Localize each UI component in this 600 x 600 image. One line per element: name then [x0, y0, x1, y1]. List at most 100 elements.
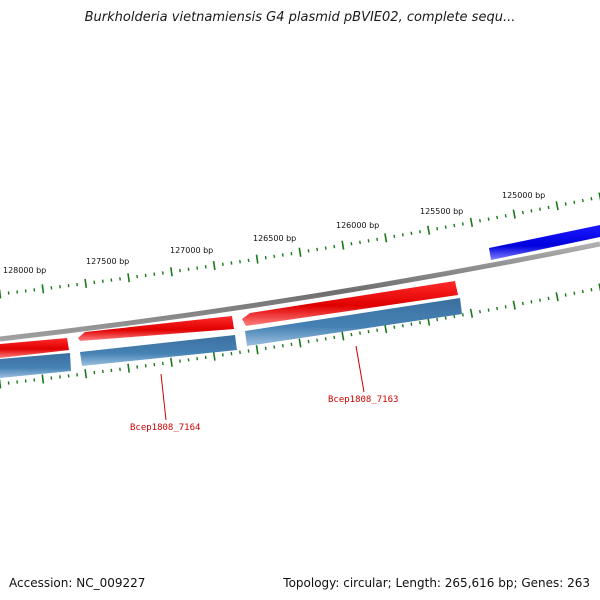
outer-ruler-major-tick [341, 240, 345, 250]
outer-ruler-minor-tick [419, 230, 421, 234]
outer-ruler-major-tick [84, 278, 88, 289]
outer-ruler-minor-tick [324, 246, 327, 250]
ruler-label-125500: 125500 bp [420, 207, 463, 216]
outer-ruler-minor-tick [247, 258, 250, 263]
inner-ruler-major-tick [298, 338, 302, 348]
outer-ruler-minor-tick [367, 239, 370, 243]
outer-ruler-minor-tick [444, 225, 447, 229]
inner-ruler-minor-tick [187, 358, 190, 362]
inner-ruler-minor-tick [230, 351, 233, 356]
inner-ruler-minor-tick [196, 356, 199, 361]
outer-ruler-minor-tick [359, 240, 361, 245]
inner-ruler-minor-tick [221, 353, 224, 357]
outer-ruler-minor-tick [496, 215, 499, 220]
inner-ruler-minor-tick [487, 308, 490, 312]
inner-ruler-minor-tick [393, 325, 396, 329]
ruler-label-127500: 127500 bp [86, 257, 129, 266]
gene-label-bcep1808-7164[interactable]: Bcep1808_7164 [130, 423, 200, 433]
outer-ruler-major-tick [0, 289, 2, 299]
outer-ruler-minor-tick [230, 261, 233, 265]
inner-ruler-minor-tick [590, 288, 593, 292]
gene-reverse-bcep1808-7164[interactable] [80, 335, 237, 366]
inner-ruler-major-tick [0, 379, 2, 389]
outer-ruler-major-tick [384, 233, 388, 243]
outer-ruler-minor-tick [316, 247, 319, 252]
gene-forward-bcep1808-7163[interactable] [242, 281, 458, 326]
inner-ruler-minor-tick [444, 316, 447, 320]
inner-ruler-minor-tick [581, 289, 584, 294]
outer-ruler-minor-tick [487, 217, 490, 221]
outer-ruler-major-tick [212, 260, 216, 271]
gene-reverse-bcep1808-7163[interactable] [245, 298, 462, 346]
outer-ruler-minor-tick [573, 200, 576, 204]
inner-ruler-minor-tick [436, 317, 439, 322]
outer-ruler-minor-tick [376, 237, 379, 242]
outer-ruler-minor-tick [564, 202, 567, 206]
inner-ruler-minor-tick [316, 338, 319, 342]
inner-ruler-major-tick [469, 308, 474, 318]
inner-ruler-minor-tick [281, 343, 284, 348]
gene-forward-left-edge[interactable] [0, 338, 69, 358]
outer-ruler-minor-tick [264, 255, 267, 260]
outer-ruler-major-tick [555, 201, 559, 211]
inner-ruler-minor-tick [539, 298, 541, 302]
inner-ruler-major-tick [555, 292, 559, 302]
inner-ruler-major-tick [212, 351, 216, 361]
outer-ruler-minor-tick [539, 207, 541, 211]
outer-ruler-minor-tick [221, 262, 224, 267]
inner-ruler-minor-tick [324, 337, 327, 341]
outer-ruler-minor-tick [401, 233, 404, 237]
outer-ruler-minor-tick [410, 231, 413, 236]
inner-ruler-major-tick [598, 283, 600, 292]
map-title: Burkholderia vietnamiensis G4 plasmid pB… [84, 10, 516, 25]
inner-ruler-minor-tick [453, 314, 456, 319]
inner-ruler-minor-tick [461, 313, 464, 317]
outer-ruler-minor-tick [461, 222, 464, 226]
outer-ruler-minor-tick [436, 226, 439, 231]
outer-ruler-minor-tick [547, 205, 550, 210]
outer-ruler-minor-tick [590, 197, 593, 201]
outer-ruler-minor-tick [290, 251, 293, 256]
outer-ruler-major-tick [512, 209, 516, 219]
neighbor-gene[interactable] [489, 225, 600, 260]
inner-ruler [0, 283, 600, 389]
outer-ruler-minor-tick [101, 279, 104, 283]
sequence-backbone [0, 241, 600, 342]
outer-ruler-minor-tick [581, 198, 584, 203]
leader-line-7163 [355, 345, 365, 393]
gene-reverse-left-edge[interactable] [0, 353, 71, 378]
inner-ruler-major-tick [384, 324, 388, 334]
inner-ruler-minor-tick [564, 293, 567, 297]
ruler-label-126000: 126000 bp [336, 221, 379, 230]
inner-ruler-minor-tick [530, 300, 533, 304]
outer-ruler-major-tick [127, 273, 130, 283]
inner-ruler-major-tick [255, 345, 259, 355]
leader-line-7164 [160, 373, 167, 421]
inner-ruler-minor-tick [547, 296, 550, 301]
outer-ruler-minor-tick [393, 234, 396, 239]
inner-ruler-minor-tick [307, 339, 310, 344]
outer-ruler-major-tick [598, 192, 600, 201]
inner-ruler-minor-tick [333, 335, 336, 340]
accession-text: Accession: NC_009227 [9, 576, 146, 590]
outer-ruler-minor-tick [136, 274, 139, 279]
outer-ruler-minor-tick [479, 218, 481, 223]
inner-ruler-major-tick [341, 331, 345, 341]
ruler-label-126500: 126500 bp [253, 234, 296, 243]
outer-ruler-minor-tick [307, 249, 310, 253]
outer-ruler-minor-tick [453, 223, 456, 228]
outer-ruler-minor-tick [521, 210, 524, 215]
gene-label-bcep1808-7163[interactable]: Bcep1808_7163 [328, 395, 398, 405]
topology-summary: Topology: circular; Length: 265,616 bp; … [283, 576, 590, 590]
inner-ruler-minor-tick [273, 345, 276, 349]
inner-ruler-major-tick [127, 363, 130, 373]
inner-ruler-minor-tick [419, 320, 421, 325]
outer-ruler-minor-tick [333, 244, 336, 249]
gene-forward-middle[interactable] [78, 316, 234, 341]
inner-ruler-major-tick [84, 369, 88, 379]
outer-ruler-minor-tick [281, 253, 284, 257]
inner-ruler-major-tick [41, 374, 45, 384]
inner-ruler-minor-tick [161, 361, 164, 366]
outer-ruler-minor-tick [530, 209, 533, 213]
